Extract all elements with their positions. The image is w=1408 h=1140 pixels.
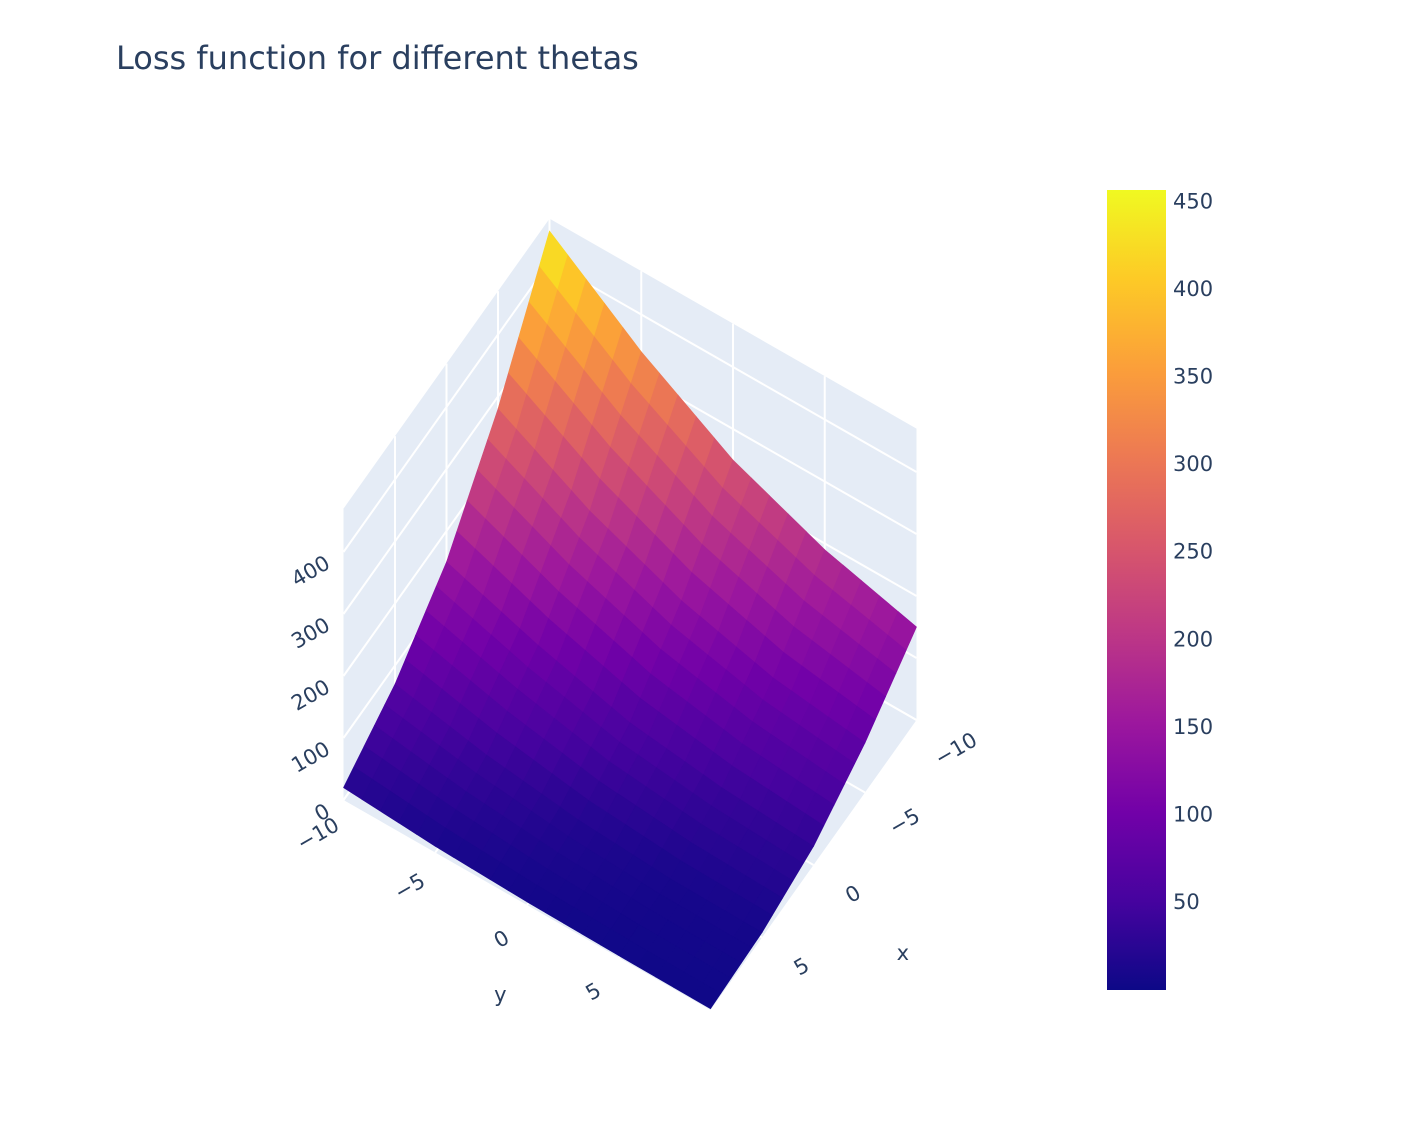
y-tick-label: 0 [490, 925, 514, 952]
grid-line [342, 261, 551, 553]
x-tick-label: 5 [790, 953, 814, 980]
x-tick-label: −5 [885, 803, 924, 839]
x-tick-label: −10 [931, 728, 981, 771]
y-tick-label: 5 [581, 978, 605, 1005]
y-tick-label: −5 [390, 868, 429, 904]
colorbar-tick-label: 250 [1173, 540, 1213, 564]
colorbar-tick-label: 300 [1173, 452, 1213, 476]
x-axis-title: x [897, 941, 909, 965]
z-tick-label: 400 [287, 551, 334, 592]
chart-title: Loss function for different thetas [116, 39, 639, 77]
x-tick-label: 0 [841, 880, 865, 907]
z-tick-label: 300 [287, 613, 334, 654]
z-tick-label: 200 [287, 675, 334, 716]
colorbar-tick-label: 100 [1173, 802, 1213, 826]
grid-line [549, 261, 917, 473]
colorbar-tick-label: 350 [1173, 364, 1213, 388]
colorbar-tick-label: 450 [1173, 189, 1213, 213]
z-tick-label: 100 [287, 737, 334, 778]
colorbar-tick-label: 200 [1173, 627, 1213, 651]
surface-patch [691, 982, 722, 1010]
colorbar-tick-label: 50 [1173, 890, 1200, 914]
colorbar-tick-label: 400 [1173, 277, 1213, 301]
colorbar [1107, 190, 1166, 990]
colorbar-tick-label: 150 [1173, 715, 1213, 739]
y-axis-title: y [494, 983, 506, 1007]
